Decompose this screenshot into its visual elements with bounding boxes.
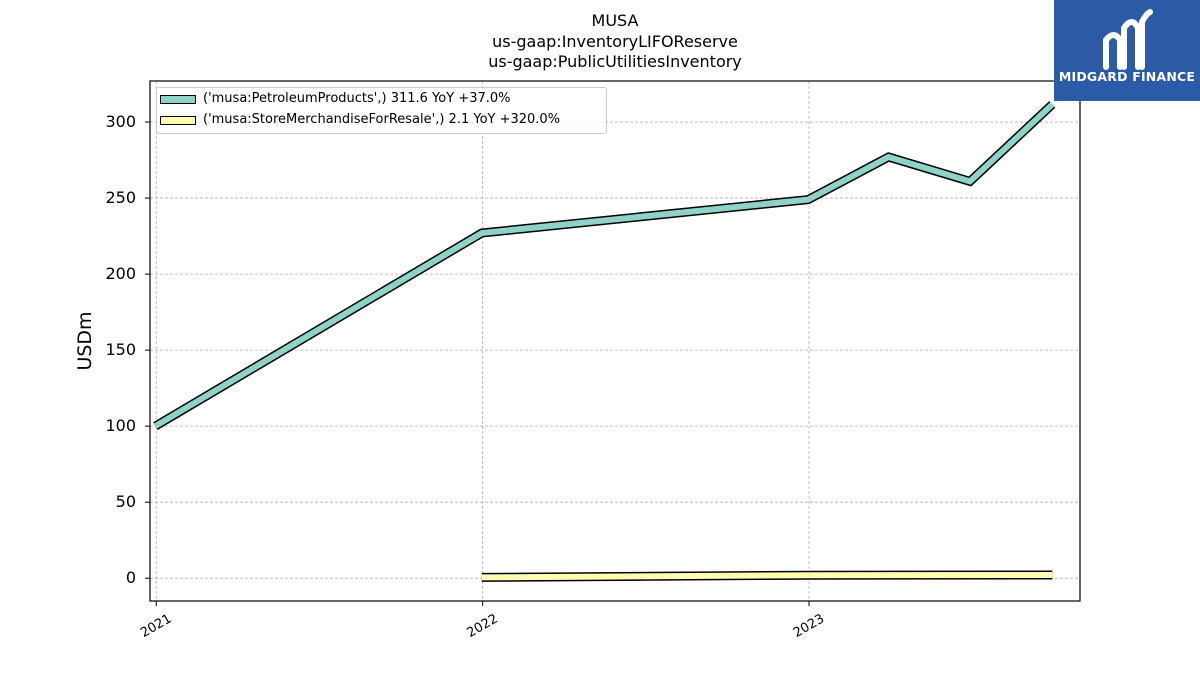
y-axis-label: USDm bbox=[74, 311, 96, 370]
x-tick-label: 2022 bbox=[464, 611, 500, 641]
midgard-finance-logo: MIDGARD FINANCE bbox=[1054, 0, 1200, 101]
series-0-outline bbox=[153, 101, 1056, 430]
series-1-line bbox=[481, 572, 1053, 581]
chart-title-line-2: us-gaap:InventoryLIFOReserve bbox=[492, 32, 738, 51]
y-tick-label: 50 bbox=[116, 492, 136, 511]
y-tick-label: 300 bbox=[105, 112, 136, 131]
series-0-line bbox=[153, 102, 1055, 429]
x-axis: 2021 2022 2023 bbox=[138, 601, 827, 641]
logo-text: MIDGARD FINANCE bbox=[1058, 69, 1196, 84]
plot-frame bbox=[149, 80, 1081, 602]
y-tick-label: 100 bbox=[105, 416, 136, 435]
x-tick-label: 2021 bbox=[138, 611, 174, 641]
chart-title-line-1: MUSA bbox=[591, 11, 639, 30]
midgard-logo-icon bbox=[1103, 9, 1153, 70]
legend-label-petroleum: ('musa:PetroleumProducts',) 311.6 YoY +3… bbox=[203, 91, 511, 106]
series-layer bbox=[153, 101, 1056, 582]
grid-lines bbox=[150, 81, 1080, 601]
y-tick-label: 150 bbox=[105, 340, 136, 359]
chart-legend: ('musa:PetroleumProducts',) 311.6 YoY +3… bbox=[156, 87, 607, 134]
x-tick-label: 2023 bbox=[791, 611, 827, 641]
y-tick-label: 200 bbox=[105, 264, 136, 283]
legend-swatch-petroleum bbox=[160, 95, 196, 104]
chart-title-line-3: us-gaap:PublicUtilitiesInventory bbox=[488, 52, 742, 71]
y-tick-label: 0 bbox=[126, 568, 136, 587]
legend-swatch-merchandise bbox=[160, 116, 196, 125]
y-tick-label: 250 bbox=[105, 188, 136, 207]
y-axis: 0 50 100 150 200 250 300 bbox=[105, 112, 150, 587]
legend-label-merchandise: ('musa:StoreMerchandiseForResale',) 2.1 … bbox=[203, 112, 561, 127]
